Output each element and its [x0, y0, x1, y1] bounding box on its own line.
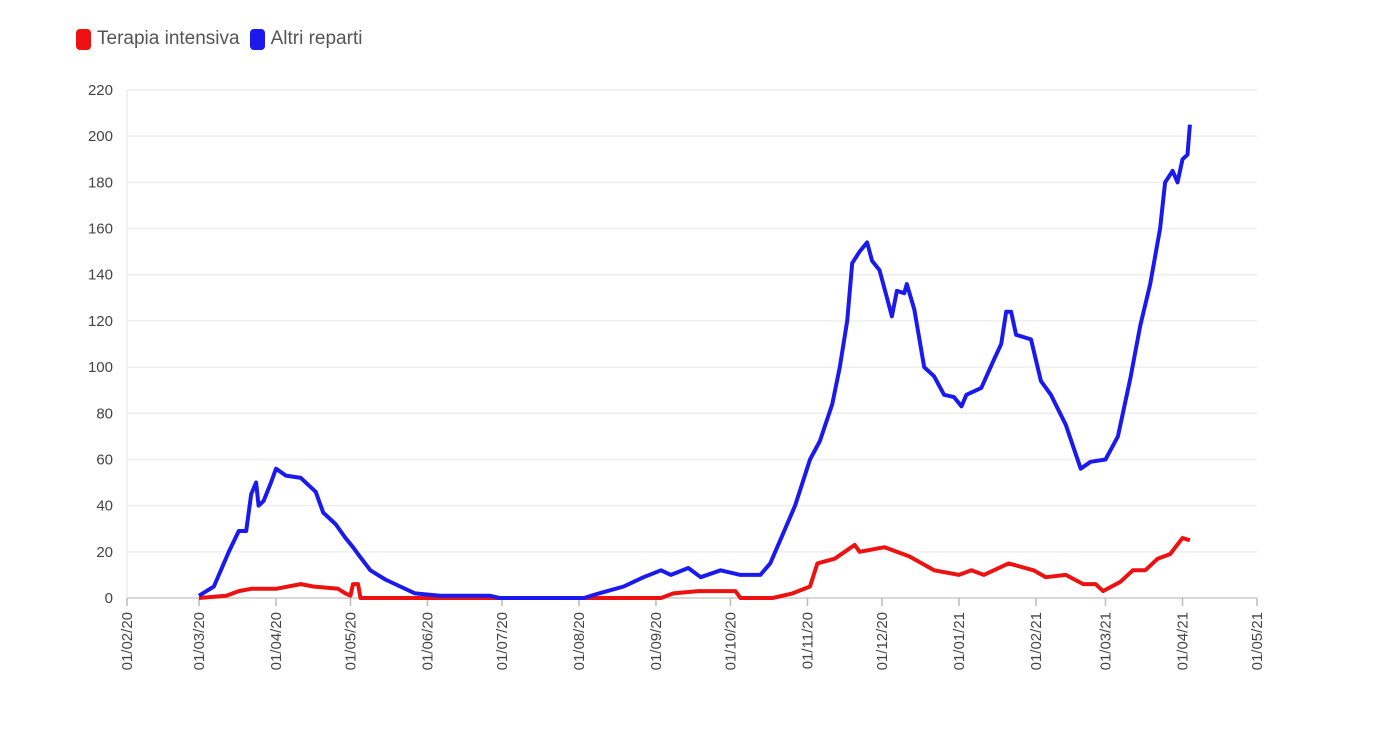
x-tick-label: 01/04/20	[268, 612, 285, 670]
y-tick-label: 60	[96, 451, 113, 468]
legend-swatch-red	[76, 28, 91, 50]
y-tick-label: 120	[88, 313, 113, 330]
y-tick-label: 180	[88, 174, 113, 191]
x-tick-label: 01/05/20	[343, 612, 360, 670]
legend-item-altri-reparti[interactable]: Altri reparti	[249, 28, 363, 50]
legend-label: Terapia intensiva	[97, 28, 240, 49]
y-tick-label: 80	[96, 405, 113, 422]
x-tick-label: 01/08/20	[571, 612, 588, 670]
x-tick-label: 01/12/20	[874, 612, 891, 670]
x-tick-label: 01/11/20	[799, 612, 816, 669]
series-line-terapia-intensiva	[198, 536, 1191, 600]
y-tick-label: 200	[88, 128, 113, 145]
legend-item-terapia-intensiva[interactable]: Terapia intensiva	[76, 28, 240, 50]
x-tick-label: 01/05/21	[1249, 612, 1266, 670]
x-tick-label: 01/06/20	[420, 612, 437, 670]
y-tick-label: 160	[88, 221, 113, 238]
y-tick-label: 0	[105, 590, 113, 607]
x-tick-label: 01/04/21	[1174, 612, 1191, 670]
y-tick-label: 20	[96, 544, 113, 561]
y-tick-label: 220	[88, 82, 113, 99]
x-tick-label: 01/07/20	[494, 612, 511, 670]
y-tick-label: 140	[88, 267, 113, 284]
x-tick-label: 01/09/20	[648, 612, 665, 670]
y-tick-label: 100	[88, 359, 113, 376]
legend-swatch-blue	[249, 28, 265, 50]
x-tick-label: 01/02/20	[119, 612, 136, 670]
x-tick-label: 01/10/20	[722, 612, 739, 670]
x-tick-label: 01/02/21	[1028, 612, 1045, 670]
x-tick-label: 01/03/20	[191, 612, 208, 670]
x-tick-label: 01/03/21	[1098, 612, 1115, 670]
series-line-altri-reparti	[197, 124, 1192, 600]
x-tick-label: 01/01/21	[951, 612, 968, 670]
legend-label: Altri reparti	[270, 28, 363, 49]
y-tick-label: 40	[96, 498, 113, 515]
legend: Terapia intensiva Altri reparti	[76, 28, 366, 50]
